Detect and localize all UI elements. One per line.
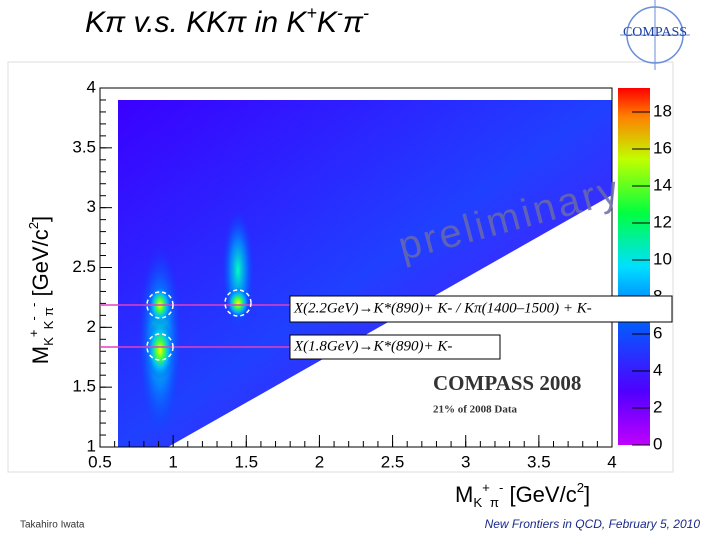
text-part: Kπ v.s. KKπ in K — [85, 6, 308, 39]
annotation-box — [289, 334, 501, 360]
annotation: X(1.8GeV)→K*(890)+ K- — [293, 338, 452, 354]
annotation: X(2.2GeV)→K*(890)+ K- / Kπ(1400–1500) + … — [293, 300, 592, 316]
colorbar-tick-label: 4 — [653, 360, 662, 379]
pointer-lines — [100, 304, 290, 348]
text-part: M — [455, 482, 473, 507]
text-part: + — [482, 480, 490, 495]
text-part: K — [473, 495, 482, 510]
y-tick-label: 2 — [87, 317, 96, 336]
colorbar-tick-label: 12 — [653, 213, 672, 232]
x-tick-label: 1.5 — [234, 452, 258, 471]
colorbar-tick-label: 16 — [653, 139, 672, 158]
colorbar-tick-label: 10 — [653, 250, 672, 269]
colorbar-tick-label: 18 — [653, 102, 672, 121]
text-part: 2 — [26, 222, 41, 229]
experiment-sublabel: 21% of 2008 Data — [433, 404, 518, 416]
y-tick-label: 1.5 — [72, 377, 96, 396]
x-tick-label: 2.5 — [381, 452, 405, 471]
y-tick-label: 3.5 — [72, 137, 96, 156]
text-part: - — [337, 3, 343, 23]
text-part: ] — [28, 216, 53, 222]
peak-circles — [146, 289, 252, 361]
logo: COMPASS — [620, 0, 690, 70]
footer-left: Takahiro Iwata — [20, 520, 85, 531]
colorbar — [618, 88, 650, 445]
colorbar-tick-label: 0 — [653, 434, 662, 453]
text-part: - — [499, 480, 503, 495]
text-part: + — [306, 3, 317, 23]
x-tick-label: 1 — [168, 452, 177, 471]
text-part: [GeV/c — [28, 229, 53, 302]
x-tick-label: 3.5 — [527, 452, 551, 471]
experiment-label: COMPASS 2008 — [433, 371, 581, 395]
text-part: [GeV/c — [503, 482, 576, 507]
text-part: π — [41, 307, 56, 316]
colorbar-tick-label: 6 — [653, 323, 662, 342]
text-part: K — [317, 6, 339, 39]
colorbar-tick-label: 2 — [653, 397, 662, 416]
colorbar-tick-label: 14 — [653, 176, 672, 195]
text-part: π — [490, 495, 499, 510]
x-tick-label: 4 — [607, 452, 616, 471]
y-label-parts: MK+K-π- [GeV/c2] — [26, 216, 56, 364]
x-tick-label: 3 — [461, 452, 470, 471]
logo-text: COMPASS — [623, 25, 687, 40]
y-tick-label: 1 — [87, 436, 96, 455]
y-tick-label: 3 — [87, 197, 96, 216]
x-tick-label: 2 — [315, 452, 324, 471]
text-part: ] — [584, 482, 590, 507]
text-part: - — [363, 3, 369, 23]
title-parts: Kπ v.s. KKπ in K+K-π- — [85, 3, 369, 39]
text-part: M — [28, 346, 53, 364]
y-tick-label: 4 — [87, 77, 96, 96]
footer-right: New Frontiers in QCD, February 5, 2010 — [485, 517, 701, 531]
text-part: K — [41, 320, 56, 329]
annotation-box — [289, 295, 673, 323]
x-label-parts: MK+π- [GeV/c2] — [455, 480, 590, 510]
x-tick-label: 0.5 — [88, 452, 112, 471]
text-part: K — [41, 337, 56, 346]
text-part: 2 — [577, 480, 584, 495]
text-part: π — [343, 6, 364, 39]
y-tick-label: 2.5 — [72, 257, 96, 276]
text-part: - — [26, 303, 41, 307]
text-part: - — [26, 316, 41, 320]
text-part: + — [26, 329, 41, 337]
